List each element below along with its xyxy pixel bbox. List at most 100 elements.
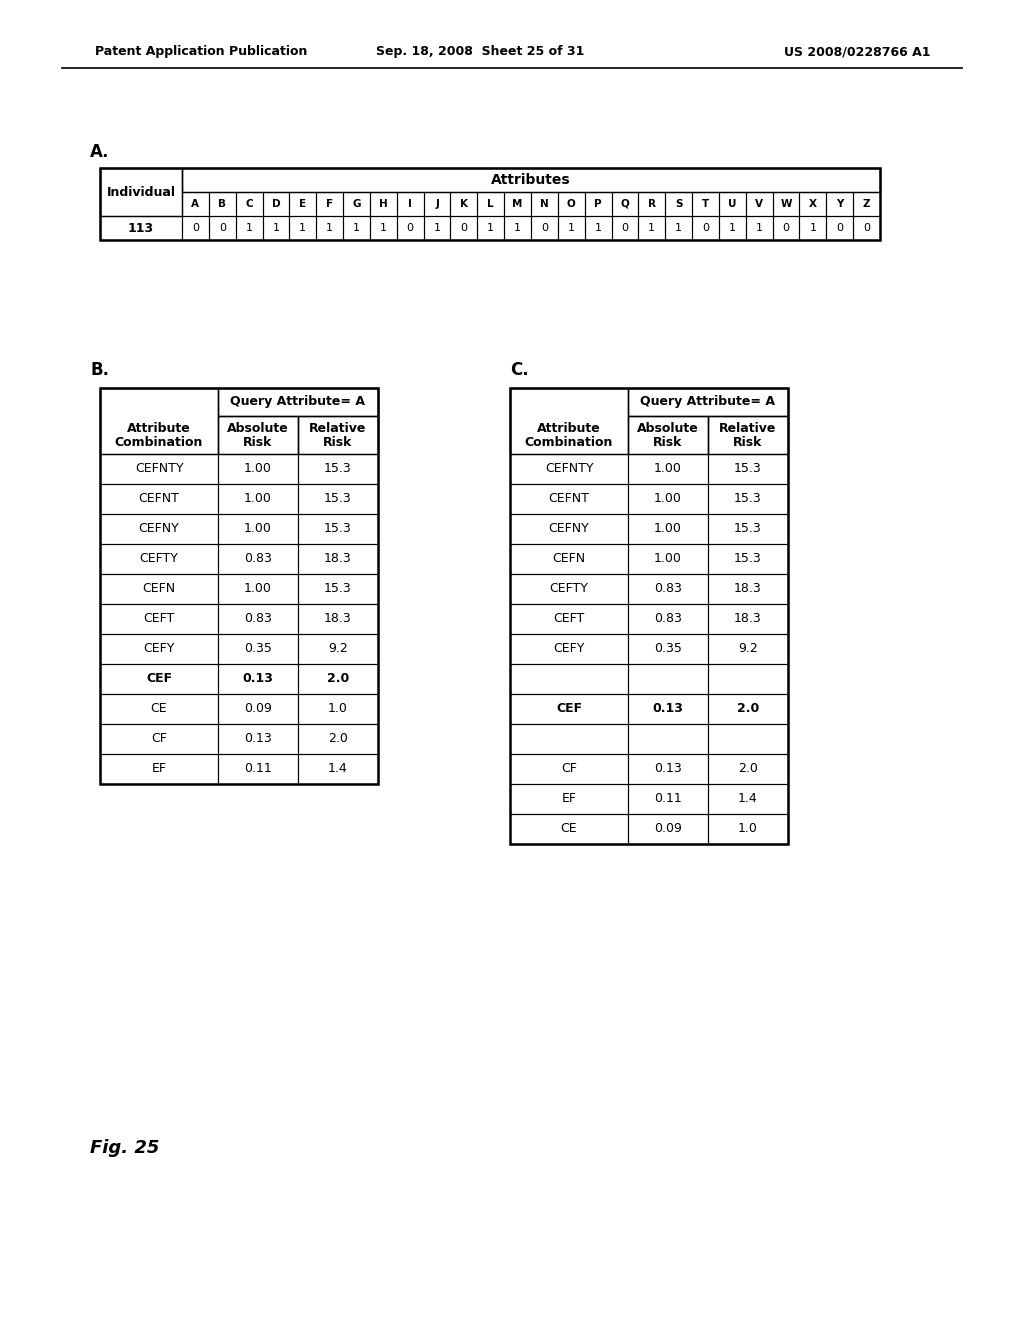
Bar <box>666 216 692 240</box>
Bar <box>638 216 666 240</box>
Text: Attribute: Attribute <box>538 421 601 434</box>
Text: 1.00: 1.00 <box>244 523 272 536</box>
Text: C: C <box>246 199 253 209</box>
Text: CEFTY: CEFTY <box>550 582 589 595</box>
Text: CEFNT: CEFNT <box>138 492 179 506</box>
Text: M: M <box>512 199 523 209</box>
Text: 15.3: 15.3 <box>734 553 762 565</box>
Text: 1: 1 <box>514 223 521 234</box>
Text: 0.83: 0.83 <box>654 612 682 626</box>
Bar <box>531 191 558 216</box>
Bar <box>100 574 218 605</box>
Text: 1: 1 <box>729 223 736 234</box>
Bar <box>853 191 880 216</box>
Text: 9.2: 9.2 <box>738 643 758 656</box>
Bar <box>298 574 378 605</box>
Bar <box>298 694 378 723</box>
Text: 0: 0 <box>191 223 199 234</box>
Text: A: A <box>191 199 200 209</box>
Bar <box>298 723 378 754</box>
Bar <box>531 216 558 240</box>
Text: 0.13: 0.13 <box>652 702 683 715</box>
Bar <box>218 723 298 754</box>
Bar <box>708 484 788 513</box>
Bar <box>477 191 504 216</box>
Bar <box>100 168 182 216</box>
Bar <box>262 191 290 216</box>
Bar <box>628 454 708 484</box>
Text: D: D <box>271 199 281 209</box>
Text: C.: C. <box>510 360 528 379</box>
Text: B: B <box>218 199 226 209</box>
Bar <box>100 168 880 240</box>
Bar <box>298 634 378 664</box>
Bar <box>628 574 708 605</box>
Text: 1.0: 1.0 <box>738 822 758 836</box>
Text: 0.83: 0.83 <box>654 582 682 595</box>
Bar <box>800 216 826 240</box>
Text: US 2008/0228766 A1: US 2008/0228766 A1 <box>783 45 930 58</box>
Bar <box>708 605 788 634</box>
Text: 0.83: 0.83 <box>244 612 272 626</box>
Bar <box>504 216 531 240</box>
Bar <box>451 216 477 240</box>
Text: 0: 0 <box>622 223 629 234</box>
Text: Absolute: Absolute <box>227 421 289 434</box>
Text: 1.00: 1.00 <box>654 492 682 506</box>
Text: 1.00: 1.00 <box>244 462 272 475</box>
Text: Z: Z <box>863 199 870 209</box>
Bar <box>745 191 773 216</box>
Text: 0: 0 <box>863 223 870 234</box>
Bar <box>298 416 378 454</box>
Text: Risk: Risk <box>653 436 683 449</box>
Bar <box>558 191 585 216</box>
Bar <box>298 484 378 513</box>
Bar <box>692 216 719 240</box>
Bar <box>236 191 262 216</box>
Bar <box>100 388 218 454</box>
Text: S: S <box>675 199 682 209</box>
Bar <box>100 723 218 754</box>
Text: 1: 1 <box>648 223 655 234</box>
Bar <box>708 574 788 605</box>
Bar <box>298 605 378 634</box>
Text: 0: 0 <box>702 223 709 234</box>
Text: 1.4: 1.4 <box>328 763 348 776</box>
Text: Query Attribute= A: Query Attribute= A <box>640 396 775 408</box>
Bar <box>218 544 298 574</box>
Bar <box>218 388 378 416</box>
Text: L: L <box>487 199 494 209</box>
Text: Risk: Risk <box>324 436 352 449</box>
Bar <box>638 191 666 216</box>
Bar <box>510 388 628 454</box>
Text: 0.83: 0.83 <box>244 553 272 565</box>
Text: 1: 1 <box>809 223 816 234</box>
Text: CE: CE <box>151 702 167 715</box>
Text: T: T <box>701 199 710 209</box>
Bar <box>708 416 788 454</box>
Bar <box>343 191 370 216</box>
Bar <box>666 191 692 216</box>
Text: CF: CF <box>152 733 167 746</box>
Text: A.: A. <box>90 143 110 161</box>
Bar <box>100 454 218 484</box>
Bar <box>100 694 218 723</box>
Bar <box>628 416 708 454</box>
Text: 15.3: 15.3 <box>325 582 352 595</box>
Text: 1: 1 <box>380 223 387 234</box>
Text: Patent Application Publication: Patent Application Publication <box>95 45 307 58</box>
Bar <box>510 814 628 843</box>
Text: 0.11: 0.11 <box>654 792 682 805</box>
Bar <box>100 605 218 634</box>
Text: 9.2: 9.2 <box>328 643 348 656</box>
Text: J: J <box>435 199 439 209</box>
Text: 0.13: 0.13 <box>654 763 682 776</box>
Text: 0.35: 0.35 <box>244 643 272 656</box>
Bar <box>290 216 316 240</box>
Text: CEF: CEF <box>146 672 172 685</box>
Bar <box>370 216 396 240</box>
Bar <box>209 191 236 216</box>
Bar <box>510 784 628 814</box>
Bar <box>100 544 218 574</box>
Text: E: E <box>299 199 306 209</box>
